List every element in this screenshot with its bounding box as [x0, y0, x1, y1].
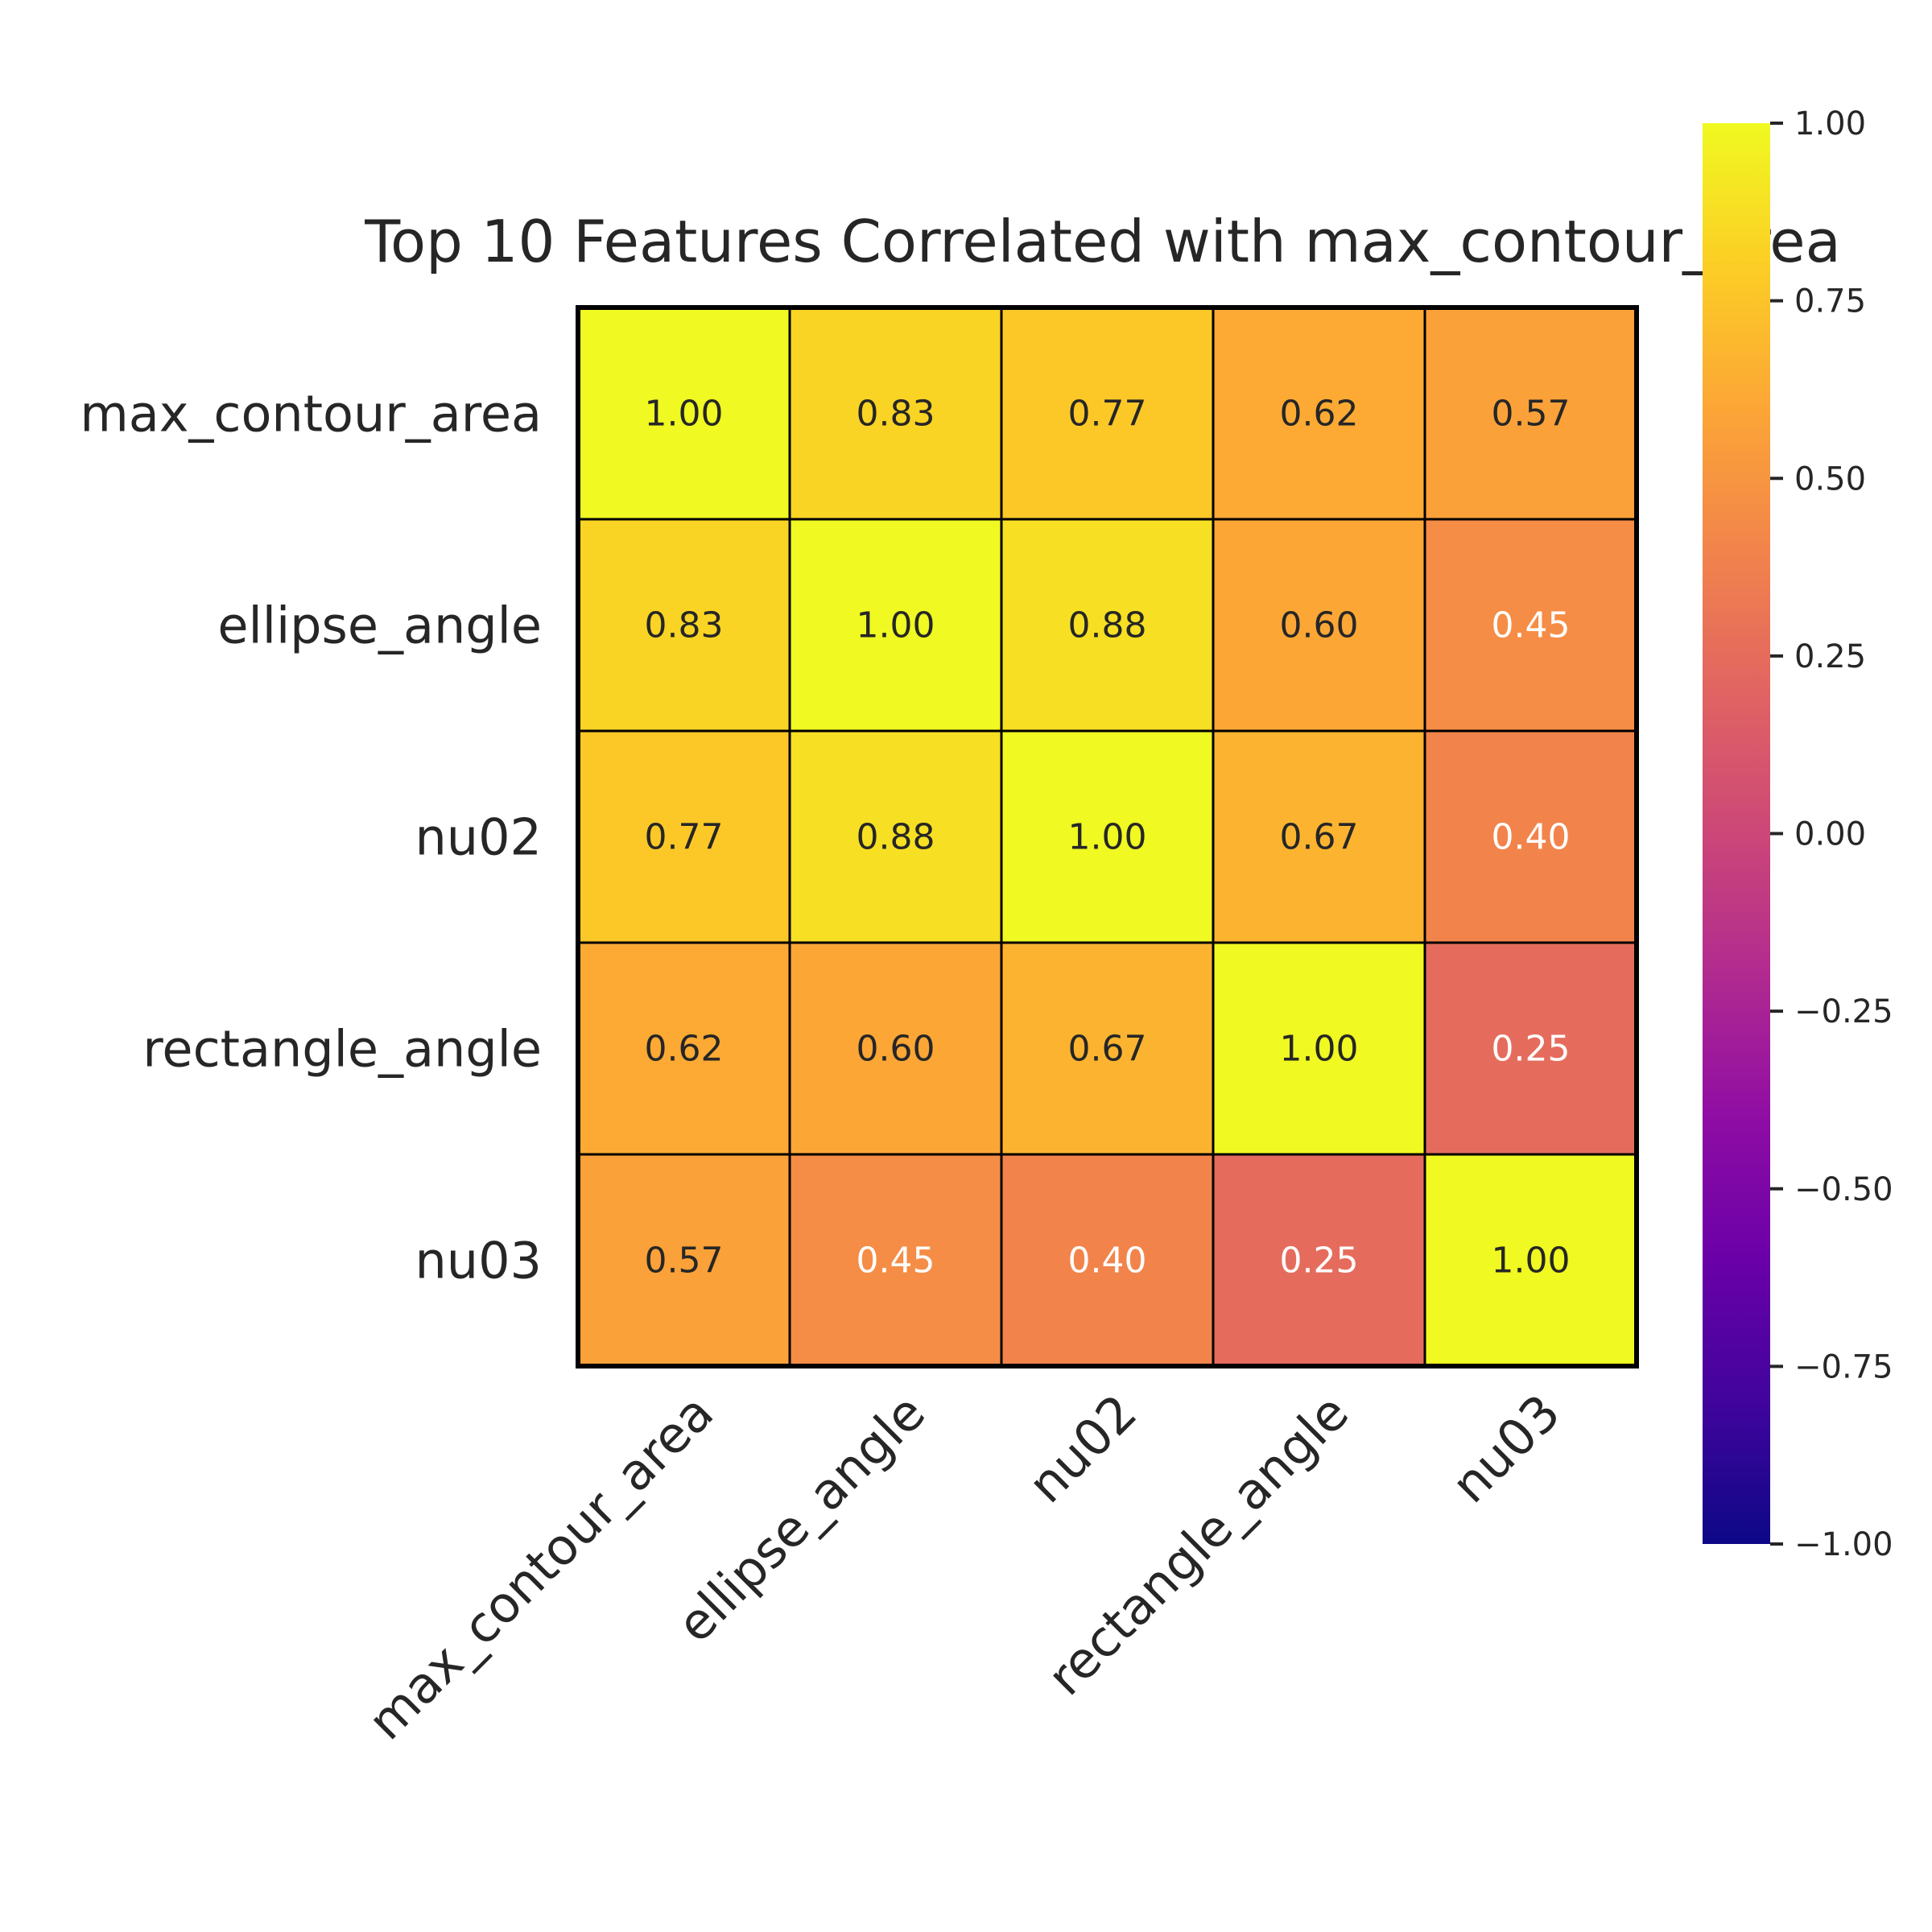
cell-value-label: 0.25: [1280, 1241, 1359, 1282]
row-label: ellipse_angle: [217, 597, 542, 655]
heatmap-cell: [788, 1153, 1003, 1368]
colorbar-tick-label: 0.50: [1794, 460, 1866, 497]
cell-value-label: 0.60: [1280, 605, 1359, 646]
row-labels: max_contour_area ellipse_angle nu02 rectang…: [80, 385, 542, 1290]
heatmap-cell: [788, 729, 1003, 944]
colorbar: 1.00 0.75 0.50 0.25 0.00 −0.25 −0.50 −0.75 −1.00: [1703, 105, 1893, 1563]
cell-value-label: 0.40: [1068, 1241, 1147, 1282]
cell-value-label: 0.45: [857, 1241, 935, 1282]
cell-value-label: 0.83: [645, 605, 724, 646]
heatmap-cells: 1.00 0.83 0.77 0.62 0.57 0.83 1.00 0.88 0.60 0.45…: [576, 306, 1638, 1368]
column-label: max_contour_area: [357, 1383, 724, 1751]
cell-value-label: 0.77: [1068, 394, 1147, 435]
column-label: nu03: [1440, 1383, 1571, 1514]
heatmap-cell: [1423, 941, 1638, 1156]
colorbar-tick-label: −1.00: [1794, 1526, 1893, 1563]
cell-value-label: 1.00: [857, 605, 935, 646]
cell-value-label: 0.77: [645, 817, 724, 858]
colorbar-tick-label: 0.25: [1794, 638, 1866, 675]
colorbar-tick-label: −0.75: [1794, 1348, 1893, 1385]
colorbar-tick-label: 0.00: [1794, 816, 1866, 853]
column-label: nu02: [1017, 1383, 1148, 1514]
cell-value-label: 0.57: [645, 1241, 724, 1282]
heatmap-cell: [1423, 729, 1638, 944]
cell-value-label: 0.40: [1492, 817, 1571, 858]
heatmap-cell: [1212, 729, 1426, 944]
heatmap-cell: [1000, 941, 1215, 1156]
cell-value-label: 0.25: [1492, 1029, 1571, 1070]
cell-value-label: 0.60: [857, 1029, 935, 1070]
row-label: max_contour_area: [80, 385, 542, 444]
heatmap-cell: [576, 518, 791, 733]
heatmap-cell: [1423, 1153, 1638, 1368]
row-label: rectangle_angle: [142, 1020, 542, 1079]
chart-title: Top 10 Features Correlated with max_cont…: [364, 208, 1840, 275]
cell-value-label: 0.45: [1492, 605, 1571, 646]
cell-value-label: 0.67: [1068, 1029, 1147, 1070]
cell-value-label: 1.00: [1068, 817, 1147, 858]
colorbar-tick-label: 1.00: [1794, 105, 1866, 142]
cell-value-label: 1.00: [1492, 1241, 1571, 1282]
heatmap-cell: [1000, 1153, 1215, 1368]
heatmap-cell: [1000, 518, 1215, 733]
cell-value-label: 0.62: [1280, 394, 1359, 435]
cell-value-label: 0.67: [1280, 817, 1359, 858]
row-label: nu02: [415, 808, 542, 867]
heatmap-cell: [1423, 306, 1638, 521]
colorbar-tick-label: 0.75: [1794, 283, 1866, 320]
heatmap-cell: [576, 306, 791, 521]
cell-value-label: 0.62: [645, 1029, 724, 1070]
cell-value-label: 0.57: [1492, 394, 1571, 435]
heatmap-cell: [788, 941, 1003, 1156]
heatmap-cell: [576, 1153, 791, 1368]
heatmap-cell: [1000, 729, 1215, 944]
heatmap-cell: [1212, 941, 1426, 1156]
heatmap-frame: [576, 305, 1639, 1368]
cell-value-label: 0.83: [857, 394, 935, 435]
colorbar-tick-label: −0.25: [1794, 993, 1893, 1030]
cell-value-label: 0.88: [857, 817, 935, 858]
heatmap-cell: [1212, 306, 1426, 521]
colorbar-tick-label: −0.50: [1794, 1171, 1893, 1208]
colorbar-gradient: [1703, 123, 1770, 1544]
cell-value-label: 0.88: [1068, 605, 1147, 646]
cell-value-label: 1.00: [645, 394, 724, 435]
heatmap-cell: [788, 306, 1003, 521]
row-label: nu03: [415, 1232, 542, 1290]
heatmap-cell: [1423, 518, 1638, 733]
cell-value-label: 1.00: [1280, 1029, 1359, 1070]
